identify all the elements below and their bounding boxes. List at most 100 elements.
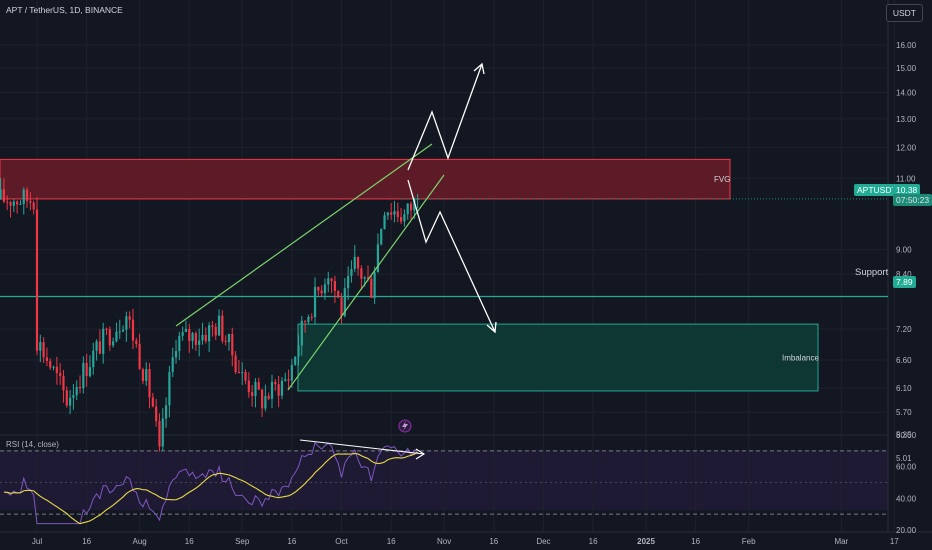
rsi-indicator-label[interactable]: RSI (14, close) <box>6 440 59 449</box>
candle-body <box>66 390 68 405</box>
candle-body <box>3 189 5 201</box>
candle-body <box>287 379 289 380</box>
candle-body <box>142 369 144 381</box>
candle-body <box>188 329 190 341</box>
candle-body <box>354 257 356 269</box>
candle-body <box>26 190 28 201</box>
candle-body <box>29 201 31 203</box>
candle-body <box>59 373 61 376</box>
fvg-label: FVG <box>714 175 730 184</box>
candle-body <box>33 203 35 210</box>
candle-body <box>23 190 25 204</box>
candle-body <box>9 202 11 205</box>
candle-body <box>271 382 273 399</box>
price-tick-label: 16.00 <box>896 41 917 50</box>
imbalance-zone <box>298 324 818 391</box>
price-tick-label: 15.00 <box>896 64 917 73</box>
candle-body <box>244 372 246 381</box>
time-tick-label: Dec <box>536 537 550 546</box>
price-tick-label: 11.00 <box>896 174 916 183</box>
price-tick-label: 5.01 <box>896 454 912 463</box>
support-price-tag: 7.89 <box>893 276 916 288</box>
candle-body <box>132 320 134 341</box>
candle-body <box>125 316 127 330</box>
candle-body <box>291 365 293 381</box>
candles <box>0 178 419 451</box>
price-tick-label: 6.60 <box>896 356 912 365</box>
candle-body <box>36 209 38 350</box>
candle-body <box>135 341 137 344</box>
candle-body <box>241 372 243 373</box>
candle-body <box>374 272 376 298</box>
candle-body <box>19 204 21 205</box>
rsi-tick-label: 60.00 <box>896 463 917 472</box>
imbalance-label: Imbalance <box>782 354 819 363</box>
price-tick-label: 5.70 <box>896 408 912 417</box>
candle-body <box>321 291 323 294</box>
candle-body <box>334 281 336 291</box>
time-tick-label: Aug <box>132 537 146 546</box>
candle-body <box>0 189 2 199</box>
candle-body <box>337 291 339 298</box>
candle-body <box>182 332 184 336</box>
candle-body <box>360 268 362 278</box>
candle-body <box>238 372 240 373</box>
rsi-tick-label: 80.00 <box>896 431 917 440</box>
candle-body <box>62 376 64 390</box>
candle-body <box>198 341 200 345</box>
candle-body <box>364 277 366 278</box>
candle-body <box>119 331 121 332</box>
candle-body <box>43 342 45 357</box>
time-tick-label: Feb <box>742 537 756 546</box>
candle-body <box>56 367 58 373</box>
currency-button[interactable]: USDT <box>886 4 923 22</box>
candle-body <box>301 321 303 346</box>
bullish-projection-arrow <box>408 64 482 170</box>
candle-body <box>95 341 97 350</box>
candle-body <box>46 357 48 361</box>
candle-body <box>49 361 51 368</box>
candle-body <box>235 355 237 372</box>
candle-body <box>297 345 299 356</box>
candle-body <box>89 367 91 376</box>
candle-body <box>148 369 150 397</box>
candle-body <box>122 330 124 332</box>
candle-body <box>16 202 18 205</box>
candle-body <box>86 363 88 376</box>
candle-body <box>69 398 71 406</box>
candle-body <box>383 215 385 229</box>
candle-body <box>39 342 41 351</box>
candle-body <box>251 392 253 396</box>
candle-body <box>274 382 276 384</box>
candle-body <box>314 287 316 317</box>
candle-body <box>417 199 419 200</box>
candle-body <box>165 405 167 418</box>
candle-body <box>175 351 177 357</box>
candle-body <box>278 384 280 396</box>
candle-body <box>115 332 117 342</box>
candle-body <box>304 321 306 322</box>
price-tick-label: 14.00 <box>896 88 917 97</box>
symbol-title[interactable]: APT / TetherUS, 1D, BINANCE <box>6 5 123 15</box>
candle-body <box>225 341 227 342</box>
price-tick-label: 9.00 <box>896 246 912 255</box>
price-tick-label: 12.00 <box>896 143 917 152</box>
candle-body <box>205 335 207 341</box>
candle-body <box>264 396 266 409</box>
candle-body <box>201 335 203 341</box>
rsi-tick-label: 40.00 <box>896 494 917 503</box>
candle-body <box>158 421 160 446</box>
candle-body <box>284 379 286 381</box>
rsi-tick-label: 20.00 <box>896 526 917 535</box>
candle-body <box>52 367 54 368</box>
candle-body <box>112 341 114 345</box>
candle-body <box>99 341 101 353</box>
time-tick-label: 16 <box>387 537 396 546</box>
candle-body <box>162 418 164 446</box>
candle-body <box>152 397 154 406</box>
time-tick-label: 16 <box>185 537 194 546</box>
time-tick-label: Sep <box>235 537 250 546</box>
time-tick-label: 16 <box>691 537 700 546</box>
candle-body <box>215 327 217 336</box>
